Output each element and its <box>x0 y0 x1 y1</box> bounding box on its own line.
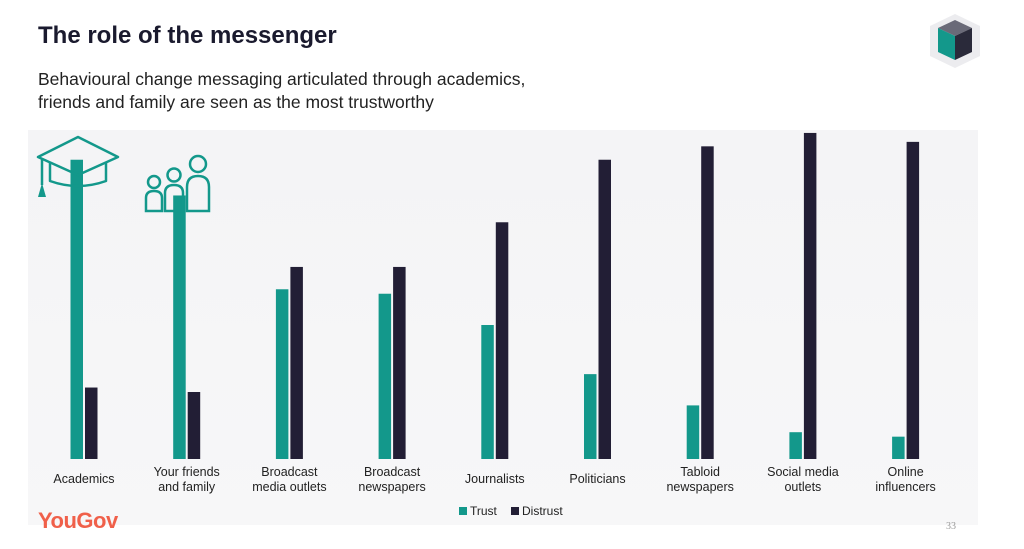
category-label-1-0: Your friends <box>154 465 220 479</box>
bar-trust-6 <box>686 405 700 459</box>
bar-distrust-1 <box>187 392 201 459</box>
bar-trust-1 <box>173 195 186 459</box>
cube-logo-icon <box>930 14 980 68</box>
slide-subtitle: Behavioural change messaging articulated… <box>38 68 638 114</box>
category-label-1-1: and family <box>158 480 216 494</box>
bar-distrust-0 <box>85 387 98 459</box>
bar-trust-2 <box>275 289 289 459</box>
category-label-7-1: outlets <box>784 480 821 494</box>
bar-distrust-2 <box>290 266 303 459</box>
legend-label-distrust: Distrust <box>522 504 563 518</box>
category-label-7-0: Social media <box>767 465 839 479</box>
category-label-0-0: Academics <box>53 472 114 486</box>
graduation-cap-icon <box>36 135 120 197</box>
bar-trust-4 <box>481 325 494 459</box>
category-label-4-0: Journalists <box>465 472 525 486</box>
legend-label-trust: Trust <box>470 504 498 518</box>
category-label-2-0: Broadcast <box>261 465 318 479</box>
bar-distrust-4 <box>495 222 509 459</box>
bar-trust-8 <box>892 436 905 459</box>
bar-trust-3 <box>378 293 392 459</box>
category-label-5-0: Politicians <box>569 472 625 486</box>
category-label-2-1: media outlets <box>252 480 326 494</box>
slide-title: The role of the messenger <box>38 22 337 49</box>
bar-distrust-8 <box>906 141 920 459</box>
category-label-3-0: Broadcast <box>364 465 421 479</box>
bar-distrust-5 <box>598 159 611 459</box>
bar-trust-0 <box>70 159 83 459</box>
category-label-8-0: Online <box>888 465 924 479</box>
category-label-3-1: newspapers <box>358 480 425 494</box>
legend-swatch-trust <box>459 507 467 515</box>
category-label-6-1: newspapers <box>666 480 733 494</box>
subtitle-line-2: friends and family are seen as the most … <box>38 92 434 112</box>
bar-distrust-6 <box>701 146 714 460</box>
category-label-8-1: influencers <box>875 480 935 494</box>
bar-trust-7 <box>789 432 802 459</box>
category-label-6-0: Tabloid <box>680 465 720 479</box>
bar-trust-5 <box>584 374 597 459</box>
family-icon <box>144 154 211 213</box>
bar-distrust-7 <box>803 132 817 459</box>
subtitle-line-1: Behavioural change messaging articulated… <box>38 69 526 89</box>
legend-swatch-distrust <box>511 507 519 515</box>
yougov-logo: YouGov <box>38 508 118 533</box>
page-number: 33 <box>946 521 956 532</box>
bar-distrust-3 <box>393 266 406 459</box>
